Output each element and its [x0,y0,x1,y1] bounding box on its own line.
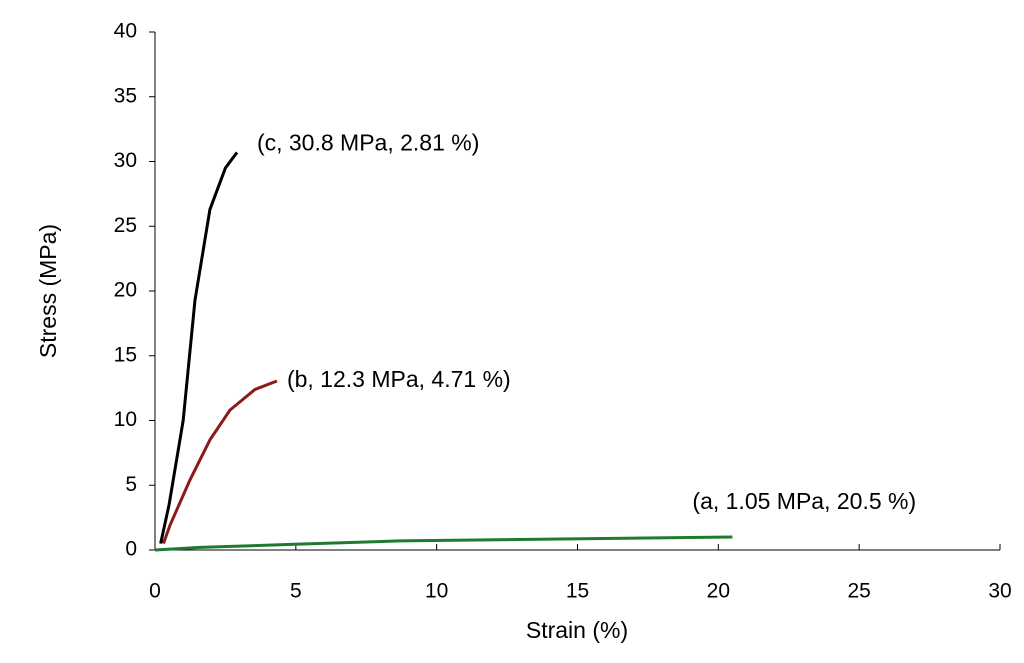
x-tick-label: 5 [290,580,302,603]
series-line [162,379,278,545]
x-axis-label: Strain (%) [526,617,628,643]
y-tick-label: 20 [114,279,137,302]
annotation: (b, 12.3 MPa, 4.71 %) [287,366,511,392]
x-tick-label: 20 [707,580,730,603]
x-tick-label: 30 [988,580,1011,603]
y-tick-label: 0 [125,538,137,561]
y-axis-label: Stress (MPa) [35,224,61,358]
annotation: (a, 1.05 MPa, 20.5 %) [692,488,916,514]
x-tick-label: 0 [149,580,161,603]
x-tick-label: 10 [425,580,448,603]
x-tick-label: 15 [566,580,589,603]
series-line [154,535,733,552]
y-tick-label: 10 [114,408,137,431]
y-tick-label: 5 [125,473,137,496]
x-tick-label: 25 [847,580,870,603]
series-line [159,151,239,544]
y-tick-label: 40 [114,20,137,43]
y-tick-label: 35 [114,84,137,107]
annotation: (c, 30.8 MPa, 2.81 %) [257,130,479,156]
y-tick-label: 25 [114,214,137,237]
y-tick-label: 15 [114,343,137,366]
y-tick-label: 30 [114,149,137,172]
